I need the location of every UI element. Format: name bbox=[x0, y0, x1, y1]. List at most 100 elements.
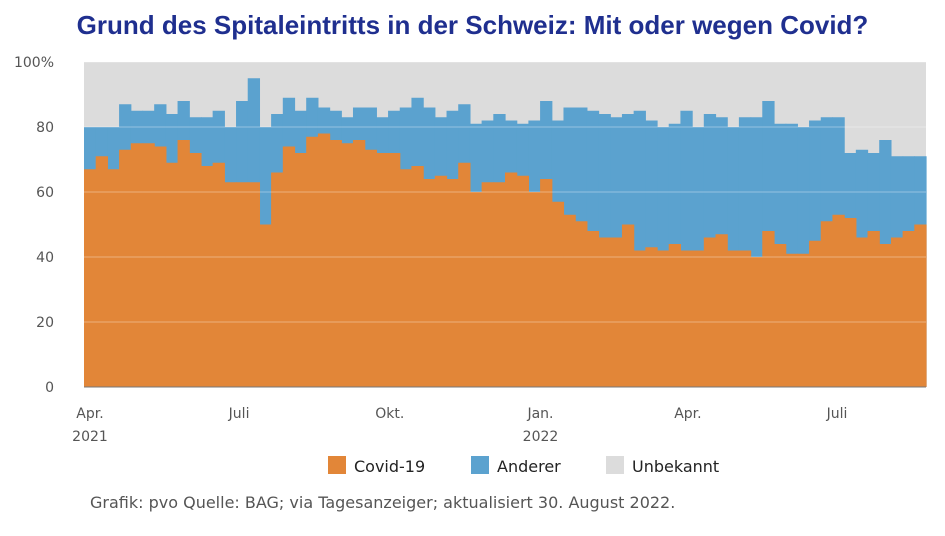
bar-covid-19 bbox=[633, 250, 646, 387]
x-tick-label: Okt. bbox=[375, 406, 404, 422]
bar-covid-19 bbox=[95, 156, 108, 387]
bar-covid-19 bbox=[750, 257, 763, 387]
bar-covid-19 bbox=[551, 201, 565, 387]
y-tick-label: 60 bbox=[36, 185, 54, 201]
x-tick-year-label: 2021 bbox=[72, 429, 108, 445]
source-note: Grafik: pvo Quelle: BAG; via Tagesanzeig… bbox=[90, 493, 676, 512]
bar-covid-19 bbox=[879, 244, 892, 387]
bar-covid-19 bbox=[212, 162, 225, 387]
bar-covid-19 bbox=[329, 140, 342, 387]
series-covid-19 bbox=[84, 133, 927, 387]
legend-label: Unbekannt bbox=[632, 457, 719, 476]
bar-covid-19 bbox=[598, 237, 611, 387]
bar-covid-19 bbox=[867, 231, 880, 387]
bar-covid-19 bbox=[376, 153, 389, 387]
y-tick-label: 40 bbox=[36, 250, 54, 266]
legend: Covid-19 Anderer Unbekannt bbox=[328, 456, 719, 476]
bar-covid-19 bbox=[738, 250, 752, 387]
chart-title: Grund des Spitaleintritts in der Schweiz… bbox=[76, 10, 869, 40]
x-tick-label: Apr. bbox=[674, 406, 701, 422]
bar-covid-19 bbox=[528, 192, 541, 387]
y-tick-label: 80 bbox=[36, 120, 54, 136]
bar-covid-19 bbox=[540, 179, 553, 387]
legend-label: Covid-19 bbox=[354, 457, 425, 476]
bar-covid-19 bbox=[493, 182, 506, 387]
bar-covid-19 bbox=[727, 250, 740, 387]
bar-covid-19 bbox=[294, 153, 307, 387]
x-tick-label: Jan. bbox=[526, 406, 553, 422]
legend-label: Anderer bbox=[497, 457, 561, 476]
bar-covid-19 bbox=[575, 221, 588, 387]
legend-swatch bbox=[471, 456, 489, 474]
bar-covid-19 bbox=[914, 224, 927, 387]
bar-covid-19 bbox=[902, 231, 915, 387]
bar-covid-19 bbox=[165, 162, 179, 387]
bar-covid-19 bbox=[668, 244, 682, 387]
bar-covid-19 bbox=[282, 146, 296, 387]
y-tick-label: 0 bbox=[45, 380, 54, 396]
bar-covid-19 bbox=[364, 149, 377, 387]
bar-covid-19 bbox=[446, 179, 459, 387]
bar-covid-19 bbox=[224, 182, 237, 387]
x-axis: Apr. 2021 Juli Okt. Jan. 2022 Apr. Juli bbox=[72, 406, 847, 445]
bar-covid-19 bbox=[177, 140, 190, 387]
bar-covid-19 bbox=[434, 175, 448, 387]
bar-covid-19 bbox=[680, 250, 693, 387]
x-tick-label: Juli bbox=[228, 406, 250, 422]
bar-covid-19 bbox=[762, 231, 775, 387]
bar-covid-19 bbox=[586, 231, 600, 387]
bar-covid-19 bbox=[306, 136, 319, 387]
bar-covid-19 bbox=[621, 224, 635, 387]
bar-covid-19 bbox=[236, 182, 249, 387]
bar-covid-19 bbox=[119, 149, 132, 387]
bar-covid-19 bbox=[715, 234, 728, 387]
bar-covid-19 bbox=[399, 169, 413, 387]
bar-covid-19 bbox=[352, 140, 366, 387]
bar-covid-19 bbox=[130, 143, 144, 387]
bar-covid-19 bbox=[189, 153, 202, 387]
bar-covid-19 bbox=[832, 214, 845, 387]
bar-covid-19 bbox=[317, 133, 331, 387]
bar-covid-19 bbox=[458, 162, 471, 387]
bar-covid-19 bbox=[247, 182, 261, 387]
bar-covid-19 bbox=[797, 253, 810, 387]
bar-covid-19 bbox=[469, 192, 483, 387]
bar-covid-19 bbox=[844, 218, 857, 387]
bar-covid-19 bbox=[516, 175, 529, 387]
x-tick-year-label: 2022 bbox=[523, 429, 559, 445]
bar-covid-19 bbox=[481, 182, 494, 387]
bar-covid-19 bbox=[84, 169, 97, 387]
bar-covid-19 bbox=[200, 166, 214, 387]
x-tick-label: Apr. bbox=[76, 406, 103, 422]
bar-covid-19 bbox=[505, 172, 518, 387]
bar-covid-19 bbox=[411, 166, 424, 387]
bar-covid-19 bbox=[692, 250, 705, 387]
bar-covid-19 bbox=[890, 237, 904, 387]
bar-covid-19 bbox=[154, 146, 167, 387]
y-tick-label: 100% bbox=[14, 55, 54, 71]
bar-covid-19 bbox=[341, 143, 354, 387]
bar-covid-19 bbox=[142, 143, 155, 387]
bar-covid-19 bbox=[423, 179, 436, 387]
bar-covid-19 bbox=[388, 153, 401, 387]
bar-covid-19 bbox=[703, 237, 717, 387]
bar-covid-19 bbox=[259, 224, 272, 387]
bar-covid-19 bbox=[820, 221, 834, 387]
bar-covid-19 bbox=[107, 169, 120, 387]
legend-swatch bbox=[328, 456, 346, 474]
bar-covid-19 bbox=[645, 247, 658, 387]
bar-covid-19 bbox=[773, 244, 787, 387]
bar-covid-19 bbox=[785, 253, 798, 387]
bar-covid-19 bbox=[563, 214, 576, 387]
bar-covid-19 bbox=[610, 237, 623, 387]
legend-swatch bbox=[606, 456, 624, 474]
y-axis: 0 20 40 60 80 100% bbox=[14, 55, 926, 396]
gridlines bbox=[84, 61, 926, 323]
bar-covid-19 bbox=[657, 250, 670, 387]
x-tick-label: Juli bbox=[826, 406, 848, 422]
y-tick-label: 20 bbox=[36, 315, 54, 331]
bar-covid-19 bbox=[271, 172, 284, 387]
bar-covid-19 bbox=[855, 237, 869, 387]
bar-covid-19 bbox=[809, 240, 822, 387]
